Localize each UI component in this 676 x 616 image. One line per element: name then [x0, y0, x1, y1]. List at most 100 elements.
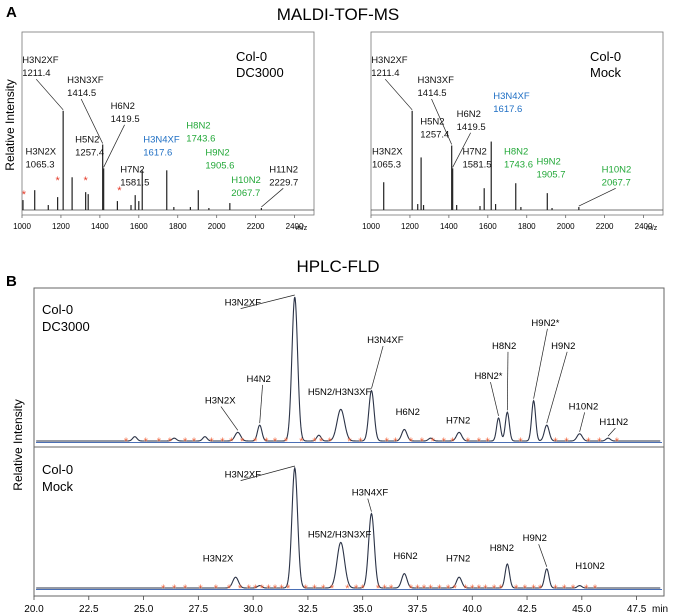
- ms-peak-label: H10N2: [231, 175, 261, 186]
- hplc-asterisk: *: [470, 583, 475, 595]
- ms-peak-mz: 2067.7: [231, 188, 260, 199]
- ms-peak-label: H6N2: [457, 109, 481, 120]
- ms-label-leader: [261, 188, 284, 208]
- hplc-peak-label: H7N2: [446, 554, 470, 565]
- hplc-asterisk: *: [382, 583, 387, 595]
- ms-peak-label: H8N2: [186, 121, 210, 132]
- hplc-asterisk: *: [354, 583, 359, 595]
- ms-peak-label: H3N2XF: [22, 55, 59, 66]
- hplc-asterisk: *: [238, 583, 243, 595]
- hplc-peak-label: H5N2/H3N3XF: [308, 530, 372, 541]
- ms-peak-mz: 1581.5: [120, 177, 149, 188]
- ms-label-leader: [578, 187, 616, 207]
- ms-x-tick-label: 1800: [518, 222, 536, 231]
- hplc-asterisk: *: [437, 583, 442, 595]
- hplc-asterisk: *: [593, 583, 598, 595]
- ms-peak-mz: 1617.6: [493, 104, 522, 115]
- hplc-asterisk: *: [483, 583, 488, 595]
- hplc-panel-mock: Col-0 Mock * * * * * * * * * * * * * * * * * * * * * * * * * * * * *…: [36, 462, 662, 595]
- ms-x-tick-label: 1600: [130, 222, 148, 231]
- ms-label-leader: [384, 78, 413, 111]
- ms-peak-mz: 1257.4: [420, 130, 449, 141]
- hplc-x-axis: min 20.0 22.5 25.0 27.5 30.0 32.5 35.0 37.5 40.0…: [24, 596, 668, 615]
- hplc-asterisk: *: [446, 583, 451, 595]
- ms-peak-label: H10N2: [602, 164, 632, 175]
- hplc-x-tick-label: 25.0: [134, 604, 154, 615]
- hplc-asterisk: *: [345, 583, 350, 595]
- ms-peak-label: H3N3XF: [67, 75, 104, 86]
- hplc-x-tick-label: 30.0: [243, 604, 263, 615]
- ms-peak-mz: 1905.7: [536, 169, 565, 180]
- hplc-panel-dc3000: Col-0 DC3000 * * * * * * * * * * * * * * * * * * * * * * * * * * *…: [36, 294, 662, 448]
- ms-x-tick-label: 1600: [479, 222, 497, 231]
- hplc-peak-label: H3N2X: [203, 554, 234, 565]
- hplc-asterisk: *: [266, 583, 271, 595]
- hplc-asterisk: *: [279, 583, 284, 595]
- hplc-asterisk: *: [253, 583, 258, 595]
- ms-label-leader: [452, 132, 471, 168]
- hplc-label-leader: [240, 465, 295, 481]
- ms-label-leader: [103, 124, 125, 168]
- hplc-label-leader: [533, 328, 548, 399]
- hplc-peak-label: H8N2: [490, 543, 514, 554]
- ms-label-leader: [431, 98, 453, 145]
- ms-peak-mz: 1419.5: [457, 122, 486, 133]
- hplc-asterisk: *: [214, 583, 219, 595]
- hplc-asterisk: *: [144, 436, 149, 448]
- ms-panel-dc3000: Col-0 DC3000 m/z H3N2XF 1211.4 H3N3XF 1414.…: [13, 31, 315, 232]
- hplc-asterisk: *: [584, 583, 589, 595]
- hplc-trace: [36, 466, 661, 589]
- hplc-asterisk: *: [422, 583, 427, 595]
- ms-xunit: m/z: [646, 225, 658, 232]
- hplc-asterisk: *: [597, 436, 602, 448]
- ms-panel-frame: [370, 31, 664, 216]
- hplc-label-leader: [546, 351, 568, 424]
- hplc-asterisk: *: [464, 583, 469, 595]
- hplc-x-tick-label: 32.5: [298, 604, 318, 615]
- ms-peak-mz: 2229.7: [269, 177, 298, 188]
- ms-peak-mz: 1905.6: [205, 160, 234, 171]
- hplc-label-leader: [259, 384, 263, 424]
- hplc-asterisk: *: [247, 583, 252, 595]
- ms-x-tick-label: 1200: [401, 222, 419, 231]
- hplc-asterisk: *: [571, 583, 576, 595]
- hplc-asterisk: *: [273, 583, 278, 595]
- hplc-asterisk: *: [531, 583, 536, 595]
- hplc-sample-line-1: Col-0: [42, 462, 73, 477]
- section-a-ylabel: Relative Intensity: [3, 79, 17, 170]
- hplc-asterisk: *: [240, 436, 245, 448]
- hplc-xunit: min: [652, 604, 668, 615]
- hplc-asterisk: *: [431, 436, 436, 448]
- section-b-title: HPLC-FLD: [296, 257, 379, 276]
- hplc-peak-label: H3N2X: [205, 396, 236, 407]
- hplc-asterisk: *: [393, 436, 398, 448]
- hplc-frame: [33, 287, 665, 597]
- hplc-asterisk: *: [389, 583, 394, 595]
- hplc-peak-label: H10N2: [569, 401, 599, 412]
- hplc-trace: [36, 296, 661, 442]
- ms-x-tick-label: 1800: [169, 222, 187, 231]
- section-a-letter: A: [6, 4, 17, 21]
- ms-peak-label: H3N2X: [26, 146, 57, 157]
- hplc-asterisk: *: [523, 583, 528, 595]
- hplc-sample-line-2: DC3000: [42, 319, 90, 334]
- hplc-x-tick-label: 20.0: [24, 604, 44, 615]
- hplc-label-leader: [607, 427, 616, 437]
- hplc-peak-label: H9N2*: [531, 318, 559, 329]
- hplc-asterisk: *: [330, 583, 335, 595]
- hplc-asterisk: *: [553, 583, 558, 595]
- hplc-peak-label: H3N2XF: [225, 470, 262, 481]
- hplc-asterisk: *: [409, 583, 414, 595]
- hplc-peak-label: H6N2: [393, 551, 417, 562]
- hplc-asterisk: *: [492, 583, 497, 595]
- hplc-asterisk: *: [358, 436, 363, 448]
- hplc-asterisk: *: [192, 436, 197, 448]
- hplc-asterisk: *: [229, 436, 234, 448]
- hplc-asterisk: *: [172, 583, 177, 595]
- hplc-asterisk: *: [415, 583, 420, 595]
- section-b-letter: B: [6, 273, 17, 290]
- hplc-asterisk: *: [168, 436, 173, 448]
- ms-peak-mz: 2067.7: [602, 177, 631, 188]
- hplc-asterisk: *: [615, 436, 620, 448]
- ms-peak-label: H5N2: [420, 117, 444, 128]
